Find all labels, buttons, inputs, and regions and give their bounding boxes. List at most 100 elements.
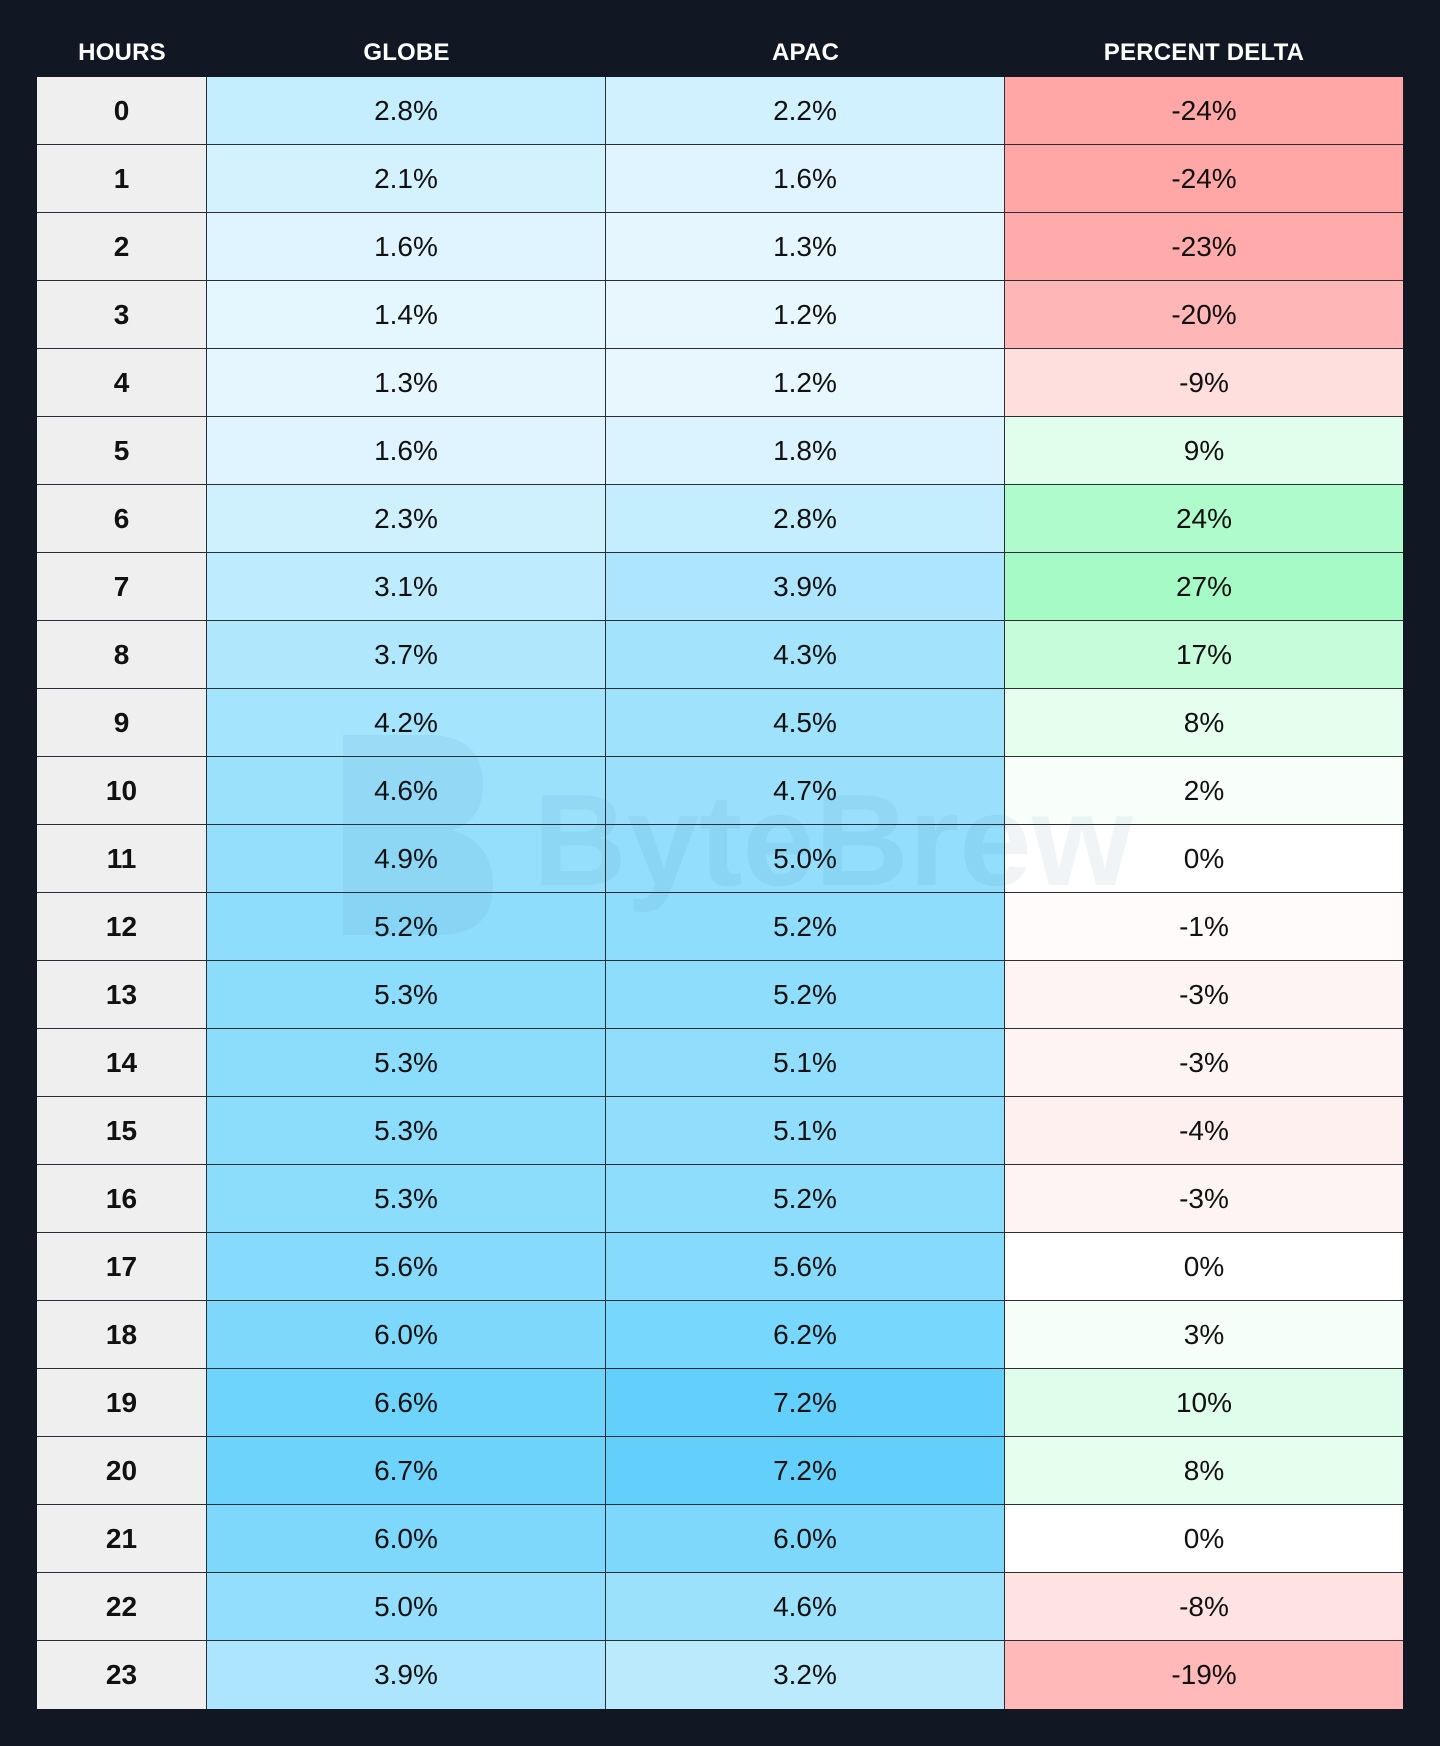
globe-cell: 6.6% — [207, 1369, 606, 1437]
hours-cell: 10 — [37, 757, 207, 825]
apac-cell: 1.6% — [606, 145, 1005, 213]
apac-cell: 1.2% — [606, 349, 1005, 417]
percent-delta-cell: 8% — [1005, 689, 1403, 757]
globe-cell: 5.3% — [207, 1029, 606, 1097]
table-row: 17 5.6% 5.6% 0% — [37, 1233, 1403, 1301]
globe-cell: 1.6% — [207, 213, 606, 281]
table-row: 11 4.9% 5.0% 0% — [37, 825, 1403, 893]
table-body: 0 2.8% 2.2% -24% 1 2.1% 1.6% -24% 2 1.6% 1.3% -23% 3… — [37, 77, 1403, 1709]
percent-delta-cell: -24% — [1005, 77, 1403, 145]
hours-cell: 1 — [37, 145, 207, 213]
table-row: 5 1.6% 1.8% 9% — [37, 417, 1403, 485]
apac-cell: 3.9% — [606, 553, 1005, 621]
table-row: 6 2.3% 2.8% 24% — [37, 485, 1403, 553]
globe-cell: 6.0% — [207, 1301, 606, 1369]
hours-cell: 9 — [37, 689, 207, 757]
hours-cell: 12 — [37, 893, 207, 961]
hours-cell: 15 — [37, 1097, 207, 1165]
percent-delta-cell: 8% — [1005, 1437, 1403, 1505]
percent-delta-cell: -19% — [1005, 1641, 1403, 1709]
hours-cell: 21 — [37, 1505, 207, 1573]
hours-cell: 5 — [37, 417, 207, 485]
table-row: 0 2.8% 2.2% -24% — [37, 77, 1403, 145]
percent-delta-cell: -4% — [1005, 1097, 1403, 1165]
table-row: 4 1.3% 1.2% -9% — [37, 349, 1403, 417]
globe-cell: 4.6% — [207, 757, 606, 825]
apac-cell: 5.1% — [606, 1029, 1005, 1097]
globe-cell: 2.8% — [207, 77, 606, 145]
apac-cell: 2.2% — [606, 77, 1005, 145]
heatmap-table: HOURS GLOBE APAC PERCENT DELTA 0 2.8% 2.2%… — [37, 0, 1403, 1709]
hours-cell: 19 — [37, 1369, 207, 1437]
table-row: 21 6.0% 6.0% 0% — [37, 1505, 1403, 1573]
percent-delta-cell: 2% — [1005, 757, 1403, 825]
percent-delta-cell: 3% — [1005, 1301, 1403, 1369]
table-row: 9 4.2% 4.5% 8% — [37, 689, 1403, 757]
column-header-percent-delta: PERCENT DELTA — [1103, 39, 1305, 66]
percent-delta-cell: -20% — [1005, 281, 1403, 349]
apac-cell: 2.8% — [606, 485, 1005, 553]
globe-cell: 2.1% — [207, 145, 606, 213]
globe-cell: 4.9% — [207, 825, 606, 893]
table-row: 10 4.6% 4.7% 2% — [37, 757, 1403, 825]
apac-cell: 7.2% — [606, 1369, 1005, 1437]
column-header-globe: GLOBE — [363, 39, 450, 66]
apac-cell: 3.2% — [606, 1641, 1005, 1709]
hours-cell: 13 — [37, 961, 207, 1029]
table-row: 13 5.3% 5.2% -3% — [37, 961, 1403, 1029]
hours-cell: 3 — [37, 281, 207, 349]
hours-cell: 14 — [37, 1029, 207, 1097]
table-row: 14 5.3% 5.1% -3% — [37, 1029, 1403, 1097]
apac-cell: 5.2% — [606, 1165, 1005, 1233]
globe-cell: 2.3% — [207, 485, 606, 553]
globe-cell: 6.7% — [207, 1437, 606, 1505]
percent-delta-cell: -3% — [1005, 1165, 1403, 1233]
globe-cell: 5.2% — [207, 893, 606, 961]
apac-cell: 4.5% — [606, 689, 1005, 757]
table-row: 8 3.7% 4.3% 17% — [37, 621, 1403, 689]
globe-cell: 1.6% — [207, 417, 606, 485]
percent-delta-cell: 27% — [1005, 553, 1403, 621]
apac-cell: 6.2% — [606, 1301, 1005, 1369]
table-row: 15 5.3% 5.1% -4% — [37, 1097, 1403, 1165]
percent-delta-cell: -1% — [1005, 893, 1403, 961]
percent-delta-cell: -3% — [1005, 1029, 1403, 1097]
hours-cell: 20 — [37, 1437, 207, 1505]
table-row: 20 6.7% 7.2% 8% — [37, 1437, 1403, 1505]
globe-cell: 1.4% — [207, 281, 606, 349]
apac-cell: 5.0% — [606, 825, 1005, 893]
globe-cell: 1.3% — [207, 349, 606, 417]
hours-cell: 7 — [37, 553, 207, 621]
hours-cell: 2 — [37, 213, 207, 281]
percent-delta-cell: 0% — [1005, 1233, 1403, 1301]
globe-cell: 5.0% — [207, 1573, 606, 1641]
percent-delta-cell: -3% — [1005, 961, 1403, 1029]
apac-cell: 1.8% — [606, 417, 1005, 485]
apac-cell: 1.2% — [606, 281, 1005, 349]
table-row: 7 3.1% 3.9% 27% — [37, 553, 1403, 621]
hours-cell: 6 — [37, 485, 207, 553]
hours-cell: 16 — [37, 1165, 207, 1233]
percent-delta-cell: -24% — [1005, 145, 1403, 213]
percent-delta-cell: 24% — [1005, 485, 1403, 553]
table-header: HOURS GLOBE APAC PERCENT DELTA — [37, 0, 1403, 77]
hours-cell: 23 — [37, 1641, 207, 1709]
table-row: 3 1.4% 1.2% -20% — [37, 281, 1403, 349]
table-row: 18 6.0% 6.2% 3% — [37, 1301, 1403, 1369]
globe-cell: 5.6% — [207, 1233, 606, 1301]
column-header-hours: HOURS — [78, 39, 166, 66]
table-row: 22 5.0% 4.6% -8% — [37, 1573, 1403, 1641]
percent-delta-cell: 10% — [1005, 1369, 1403, 1437]
hours-cell: 17 — [37, 1233, 207, 1301]
globe-cell: 5.3% — [207, 1165, 606, 1233]
percent-delta-cell: 9% — [1005, 417, 1403, 485]
hours-cell: 11 — [37, 825, 207, 893]
percent-delta-cell: -8% — [1005, 1573, 1403, 1641]
globe-cell: 6.0% — [207, 1505, 606, 1573]
apac-cell: 7.2% — [606, 1437, 1005, 1505]
apac-cell: 5.1% — [606, 1097, 1005, 1165]
table-row: 16 5.3% 5.2% -3% — [37, 1165, 1403, 1233]
percent-delta-cell: 0% — [1005, 825, 1403, 893]
apac-cell: 6.0% — [606, 1505, 1005, 1573]
table-row: 2 1.6% 1.3% -23% — [37, 213, 1403, 281]
